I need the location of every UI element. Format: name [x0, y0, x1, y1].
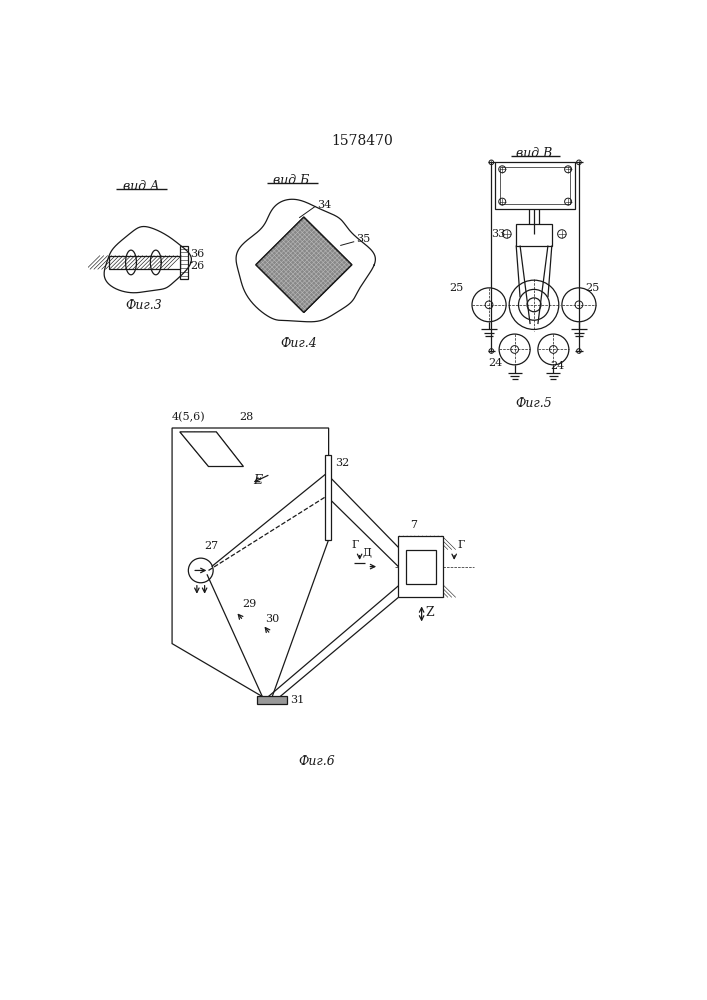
- Text: 29: 29: [242, 599, 256, 609]
- Text: 32: 32: [335, 458, 349, 468]
- Text: Г: Г: [351, 540, 358, 550]
- Text: вид А: вид А: [123, 180, 159, 193]
- Text: 26: 26: [190, 261, 204, 271]
- Polygon shape: [180, 432, 243, 466]
- Bar: [110, 256, 180, 269]
- Polygon shape: [256, 217, 352, 312]
- Bar: [406, 550, 436, 584]
- Text: Фиг.6: Фиг.6: [298, 755, 335, 768]
- Text: Е: Е: [253, 474, 262, 487]
- Bar: [325, 455, 331, 540]
- Text: 25: 25: [450, 283, 464, 293]
- Text: 34: 34: [317, 200, 332, 210]
- Text: 27: 27: [204, 541, 218, 551]
- Text: 24: 24: [550, 361, 564, 371]
- Text: 30: 30: [265, 614, 279, 624]
- Text: 33: 33: [491, 229, 506, 239]
- Text: 4(5,6): 4(5,6): [172, 411, 206, 422]
- Text: Д: Д: [363, 547, 372, 557]
- Bar: [180, 246, 187, 279]
- Text: 24: 24: [488, 358, 503, 368]
- Text: Z: Z: [426, 606, 434, 619]
- Text: 25: 25: [585, 283, 600, 293]
- Text: Фиг.4: Фиг.4: [281, 337, 317, 350]
- Text: вид В: вид В: [516, 147, 552, 160]
- Text: 7: 7: [410, 520, 417, 530]
- Text: 31: 31: [290, 695, 304, 705]
- Text: 28: 28: [240, 412, 254, 422]
- Text: 1578470: 1578470: [331, 134, 393, 148]
- Bar: [495, 162, 575, 209]
- Bar: [500, 167, 571, 204]
- Text: вид Б: вид Б: [274, 174, 310, 187]
- Text: Г: Г: [457, 540, 464, 550]
- Text: Фиг.5: Фиг.5: [515, 397, 552, 410]
- Text: 36: 36: [190, 249, 204, 259]
- Text: Фиг.3: Фиг.3: [126, 299, 163, 312]
- Bar: [398, 536, 443, 597]
- Bar: [516, 224, 552, 246]
- Text: 35: 35: [356, 234, 370, 244]
- Bar: [257, 696, 287, 704]
